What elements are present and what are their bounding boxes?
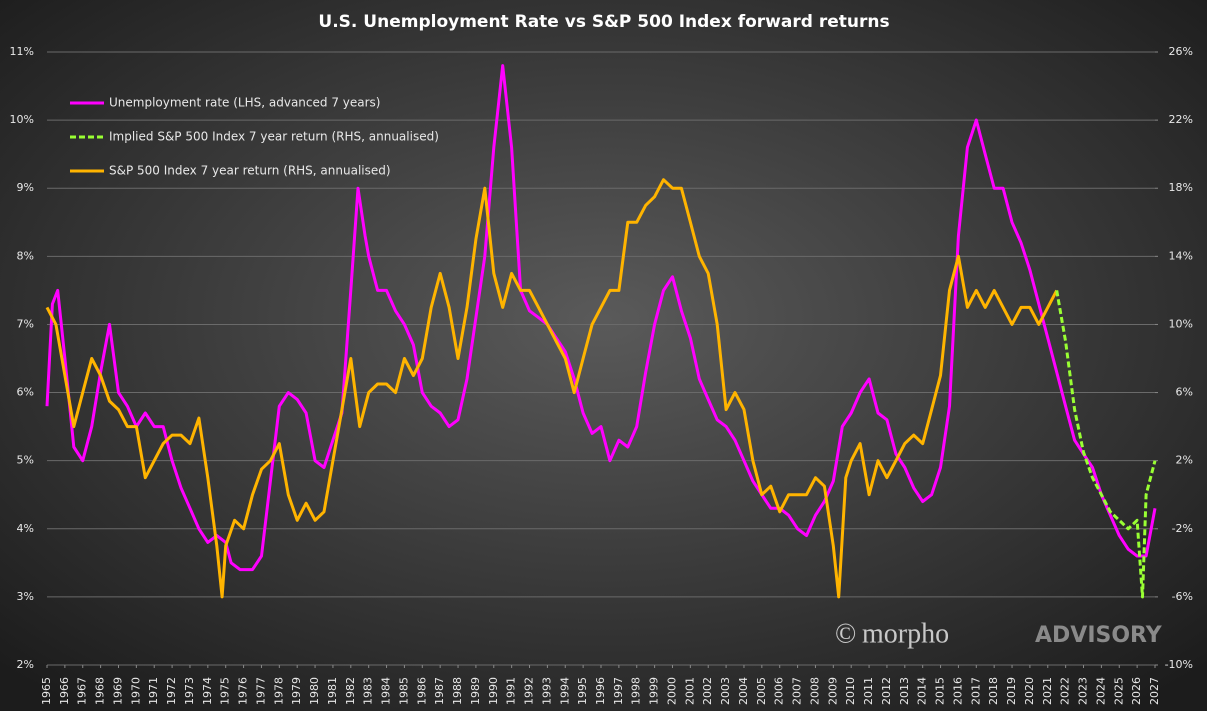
x-tick-label: 2010 xyxy=(844,677,857,705)
legend-label: Unemployment rate (LHS, advanced 7 years… xyxy=(109,96,380,110)
x-tick-label: 1999 xyxy=(648,677,661,705)
x-tick-label: 2011 xyxy=(862,677,875,705)
x-tick-label: 1975 xyxy=(219,677,232,705)
x-tick-label: 2009 xyxy=(826,677,839,705)
x-tick-label: 2021 xyxy=(1041,677,1054,705)
x-tick-label: 1972 xyxy=(165,677,178,705)
watermark: © xyxy=(835,618,856,649)
x-tick-label: 1967 xyxy=(76,677,89,705)
x-tick-label: 1968 xyxy=(94,677,107,705)
x-tick-label: 1973 xyxy=(183,677,196,705)
series-line xyxy=(1055,290,1157,599)
x-tick-label: 2007 xyxy=(791,677,804,705)
x-tick-label: 2022 xyxy=(1059,677,1072,705)
x-tick-label: 2000 xyxy=(665,677,678,705)
x-tick-label: 2008 xyxy=(808,677,821,705)
x-tick-label: 1987 xyxy=(433,677,446,705)
x-tick-label: 2004 xyxy=(737,677,750,705)
x-tick-label: 1988 xyxy=(451,677,464,705)
x-tick-label: 2026 xyxy=(1130,677,1143,705)
chart-title: U.S. Unemployment Rate vs S&P 500 Index … xyxy=(318,12,889,32)
x-tick-label: 1992 xyxy=(523,677,536,705)
series-line xyxy=(45,178,1059,599)
x-tick-label: 1982 xyxy=(344,677,357,705)
x-tick-label: 2013 xyxy=(898,677,911,705)
x-tick-label: 1991 xyxy=(505,677,518,705)
x-tick-label: 2018 xyxy=(987,677,1000,705)
x-tick-label: 1980 xyxy=(308,677,321,705)
x-tick-label: 1966 xyxy=(58,677,71,705)
y2-tick-label: 18% xyxy=(1169,181,1193,194)
x-tick-label: 2015 xyxy=(934,677,947,705)
x-tick-label: 2017 xyxy=(969,677,982,705)
legend-label: Implied S&P 500 Index 7 year return (RHS… xyxy=(109,130,439,144)
x-tick-label: 2024 xyxy=(1094,677,1107,705)
x-tick-label: 2020 xyxy=(1023,677,1036,705)
x-tick-label: 2006 xyxy=(773,677,786,705)
x-tick-label: 2023 xyxy=(1077,677,1090,705)
y-tick-label: 2% xyxy=(17,658,34,671)
x-tick-label: 1979 xyxy=(290,677,303,705)
y2-tick-label: 10% xyxy=(1169,317,1193,330)
x-tick-label: 2001 xyxy=(683,677,696,705)
x-tick-label: 1977 xyxy=(254,677,267,705)
y-tick-label: 5% xyxy=(17,454,34,467)
y-tick-label: 11% xyxy=(10,45,34,58)
x-tick-label: 1965 xyxy=(40,677,53,705)
x-tick-label: 1969 xyxy=(111,677,124,705)
x-tick-label: 1976 xyxy=(237,677,250,705)
y2-tick-label: 22% xyxy=(1169,113,1193,126)
x-tick-label: 2014 xyxy=(916,677,929,705)
y-tick-label: 10% xyxy=(10,113,34,126)
y2-tick-label: -10% xyxy=(1165,658,1193,671)
x-tick-label: 1983 xyxy=(362,677,375,705)
x-tick-label: 1974 xyxy=(201,677,214,705)
x-tick-label: 1993 xyxy=(540,677,553,705)
legend-label: S&P 500 Index 7 year return (RHS, annual… xyxy=(109,164,391,178)
x-tick-label: 1995 xyxy=(576,677,589,705)
x-tick-label: 2016 xyxy=(951,677,964,705)
x-tick-label: 1971 xyxy=(147,677,160,705)
x-tick-label: 2005 xyxy=(755,677,768,705)
y-tick-label: 8% xyxy=(17,249,34,262)
y-tick-label: 6% xyxy=(17,386,34,399)
y-tick-label: 4% xyxy=(17,522,34,535)
x-tick-label: 2027 xyxy=(1148,677,1161,705)
x-tick-label: 1989 xyxy=(469,677,482,705)
watermark: ADVISORY xyxy=(1035,623,1163,648)
y2-tick-label: 2% xyxy=(1176,454,1193,467)
y2-tick-label: 14% xyxy=(1169,249,1193,262)
x-tick-label: 2002 xyxy=(701,677,714,705)
y2-tick-label: 26% xyxy=(1169,45,1193,58)
x-tick-label: 2025 xyxy=(1112,677,1125,705)
x-tick-label: 1970 xyxy=(129,677,142,705)
x-tick-label: 2003 xyxy=(719,677,732,705)
y-tick-label: 9% xyxy=(17,181,34,194)
x-tick-label: 1990 xyxy=(487,677,500,705)
x-tick-label: 1998 xyxy=(630,677,643,705)
y2-tick-label: -6% xyxy=(1172,590,1193,603)
y2-tick-label: 6% xyxy=(1176,386,1193,399)
x-tick-label: 1996 xyxy=(594,677,607,705)
x-tick-label: 2019 xyxy=(1005,677,1018,705)
watermark: morpho xyxy=(862,618,949,649)
x-tick-label: 1978 xyxy=(272,677,285,705)
y-tick-label: 3% xyxy=(17,590,34,603)
y-tick-label: 7% xyxy=(17,317,34,330)
x-tick-label: 2012 xyxy=(880,677,893,705)
x-tick-label: 1984 xyxy=(380,677,393,705)
y2-tick-label: -2% xyxy=(1172,522,1193,535)
x-tick-label: 1997 xyxy=(612,677,625,705)
x-tick-label: 1981 xyxy=(326,677,339,705)
x-tick-label: 1994 xyxy=(558,677,571,705)
x-tick-label: 1986 xyxy=(415,677,428,705)
x-tick-label: 1985 xyxy=(397,677,410,705)
